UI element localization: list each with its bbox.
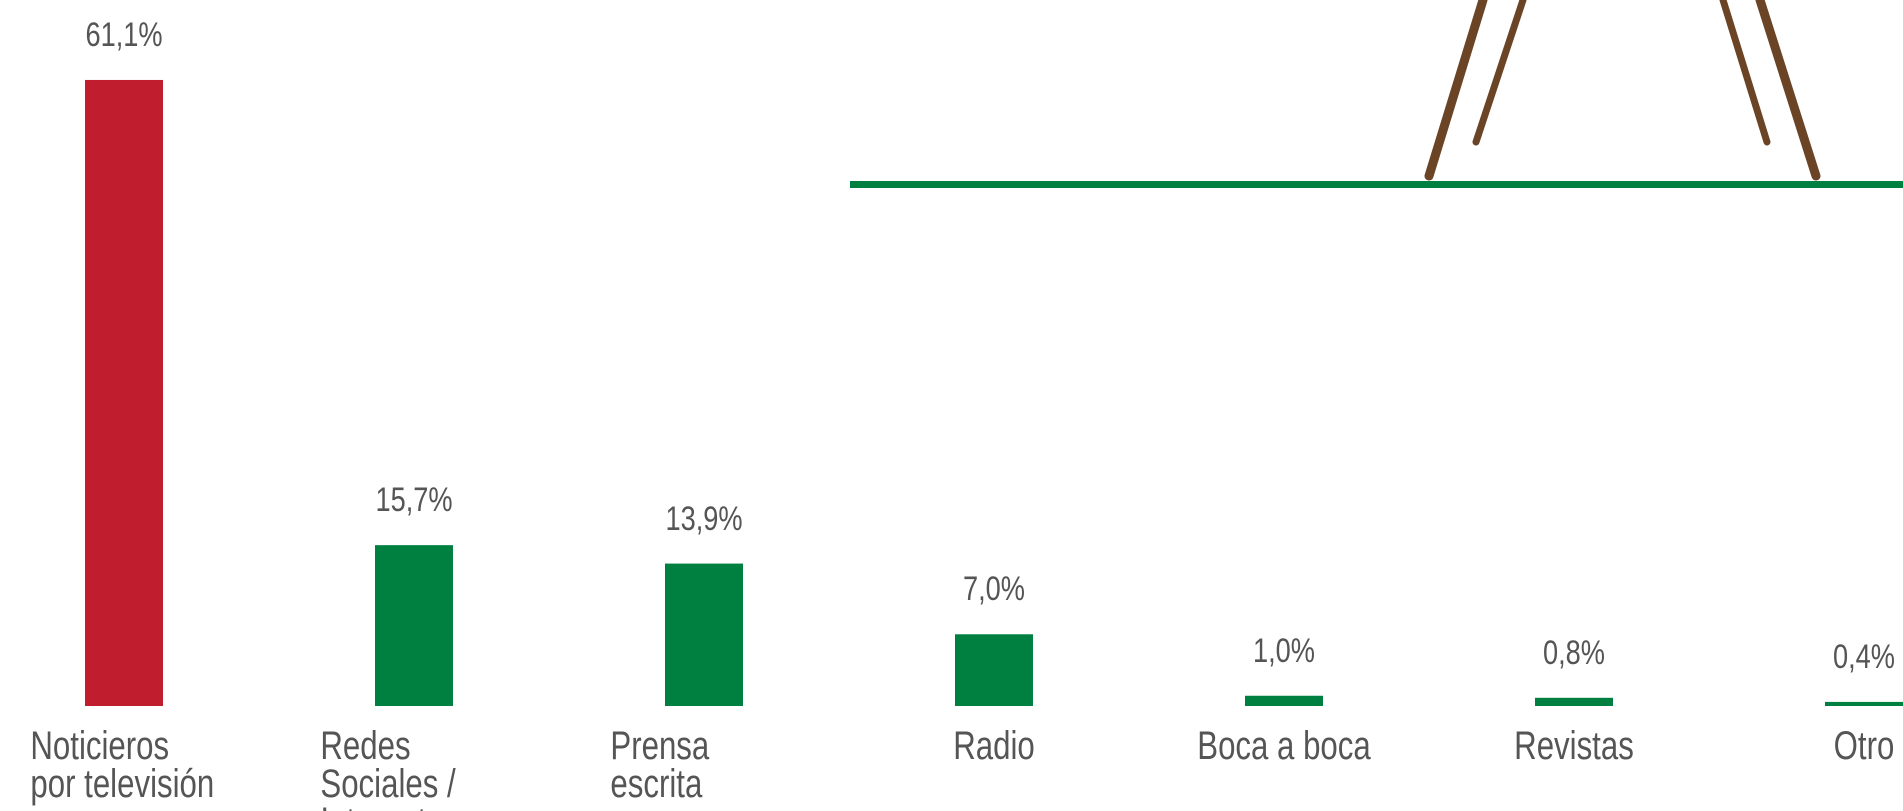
- bar: [1825, 701, 1903, 706]
- value-label: 1,0%: [1253, 631, 1315, 670]
- x-tick-label: Noticieros por televisión: [30, 724, 215, 806]
- bar: [375, 545, 453, 706]
- value-label: 15,7%: [375, 481, 453, 520]
- x-tick-label: Revistas: [1514, 724, 1634, 768]
- tripod-leg: [1424, 0, 1488, 181]
- value-label: 0,8%: [1543, 633, 1605, 672]
- bar: [955, 634, 1033, 706]
- x-tick-label: Prensa escrita: [610, 724, 710, 806]
- x-tick-label: Boca a boca: [1197, 724, 1371, 768]
- x-tick-label: Radio: [953, 724, 1035, 768]
- x-tick-label: Redes Sociales / Internet: [320, 724, 456, 811]
- tripod-leg: [1755, 0, 1821, 181]
- bar: [1245, 695, 1323, 706]
- tripod-leg: [1719, 0, 1771, 146]
- bar: [1535, 697, 1613, 706]
- bar: [665, 563, 743, 706]
- x-tick-label: Otro: [1833, 724, 1895, 768]
- value-label: 61,1%: [85, 15, 163, 54]
- tripod-leg: [1472, 0, 1527, 146]
- value-label: 0,4%: [1833, 637, 1895, 676]
- decor-line: [850, 181, 1903, 188]
- tv-decoration: [1424, 0, 1821, 181]
- bar: [85, 79, 163, 706]
- value-label: 7,0%: [963, 570, 1025, 609]
- value-label: 13,9%: [665, 499, 743, 538]
